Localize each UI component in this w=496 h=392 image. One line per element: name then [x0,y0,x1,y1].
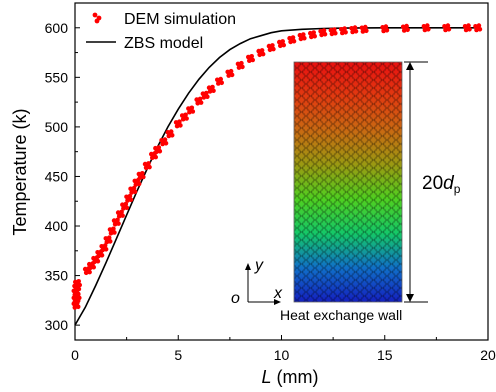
y-tick-label: 550 [45,69,69,85]
dem-point [95,249,105,259]
dimension-label: 20dp [422,173,461,196]
dem-point [359,24,369,34]
dem-point [173,119,183,129]
dem-point [380,24,390,34]
dem-point [73,279,82,289]
inset-x-arrow [274,299,281,305]
dem-point [159,137,169,147]
dem-point [194,96,204,106]
dem-point [308,30,318,40]
x-tick-label: 0 [71,347,79,363]
dem-point [128,185,138,195]
dem-point [120,201,130,211]
dem-point [107,226,117,236]
dem-point [318,28,328,38]
y-tick-label: 300 [45,317,69,333]
legend-dem-label: DEM simulation [124,11,236,28]
dem-point [206,84,216,94]
y-tick-label: 450 [45,168,69,184]
dem-point [225,68,235,78]
y-tick-label: 500 [45,119,69,135]
dem-point [297,32,307,42]
x-tick-label: 20 [480,347,496,363]
dem-point [132,177,142,187]
dem-point [215,76,224,86]
dem-point [153,145,163,155]
dem-point [235,60,245,70]
packed-bed-inset: 20dp y x o Heat exchange wall [231,61,461,323]
x-tick-label: 15 [377,347,393,363]
dem-point [339,26,348,36]
dem-point [287,35,297,45]
dem-point [91,255,101,265]
dem-point [277,39,287,49]
y-axis-title: Temperature (k) [10,108,30,235]
dem-point [72,291,82,301]
dem-point [111,217,121,227]
dem-point [266,43,276,53]
dem-point [200,90,210,100]
dem-point [115,209,125,219]
dem-point [349,25,359,35]
dem-point [179,112,189,122]
axis-tick-labels: 0 5 10 15 20 300 350 400 450 500 550 600 [45,20,496,363]
dem-point [165,129,175,139]
y-tick-label: 350 [45,268,69,284]
dem-point [246,54,255,63]
dem-point [421,23,431,33]
dem-point [99,243,109,253]
dimension-arrow-up [406,62,414,70]
dem-point [124,193,134,203]
dem-point [400,23,410,33]
x-tick-label: 5 [174,347,182,363]
dem-point [149,151,158,161]
legend-zbs-label: ZBS model [124,35,203,52]
dem-point [256,48,266,58]
inset-origin-label: o [231,290,240,307]
inset-y-arrow [245,263,251,270]
zbs-model-line [74,27,478,326]
dem-simulation-series [71,23,483,310]
dem-point [328,27,338,37]
dem-point [462,23,472,33]
inset-x-label: x [273,285,283,302]
x-tick-label: 10 [274,347,290,363]
zbs-model-series [74,27,478,326]
legend-dem-marker [92,12,102,24]
y-tick-label: 400 [45,218,69,234]
packed-bed-pebbles [294,62,402,302]
packed-bed-border [293,61,403,303]
dimension-arrow-down [406,294,414,302]
dem-point [142,161,152,171]
dem-point [186,105,196,115]
x-axis-title: L (mm) [262,367,319,387]
dem-point [136,171,146,180]
y-tick-label: 600 [45,20,69,36]
dem-point [442,23,452,33]
dem-point [473,23,483,33]
inset-y-label: y [254,257,264,274]
legend: DEM simulation ZBS model [86,11,236,52]
wall-label: Heat exchange wall [280,307,402,323]
dem-point [103,235,113,245]
